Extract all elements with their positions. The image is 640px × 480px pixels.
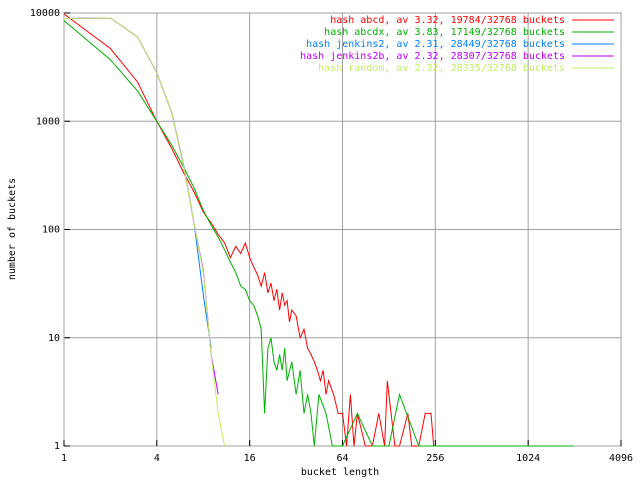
x-tick-label: 256 (426, 453, 444, 464)
legend-label: hash jenkins2, av 2.31, 28449/32768 buck… (306, 39, 565, 50)
x-tick-label: 16 (244, 453, 256, 464)
legend-label: hash abcdx, av 3.83, 17149/32768 buckets (324, 27, 565, 38)
x-tick-label: 1024 (516, 453, 540, 464)
series-line (63, 13, 437, 447)
x-tick-label: 4096 (609, 453, 633, 464)
x-tick-label: 1 (61, 453, 67, 464)
y-tick-label: 10 (48, 333, 60, 344)
series-line (63, 17, 226, 447)
x-axis-label: bucket length (301, 467, 379, 478)
legend-label: hash random, av 2.32, 28335/32768 bucket… (318, 63, 565, 74)
y-tick-label: 1000 (36, 116, 60, 127)
y-tick-label: 1 (54, 441, 60, 452)
legend-label: hash abcd, av 3.32, 19784/32768 buckets (330, 15, 565, 26)
y-axis-label: number of buckets (7, 178, 18, 280)
legend-label: hash jenkins2b, av 2.32, 28307/32768 buc… (300, 51, 565, 62)
y-tick-label: 10000 (30, 8, 60, 19)
y-tick-label: 100 (42, 225, 60, 236)
x-tick-label: 4 (154, 453, 160, 464)
series-line (63, 20, 573, 447)
x-tick-label: 64 (336, 453, 348, 464)
